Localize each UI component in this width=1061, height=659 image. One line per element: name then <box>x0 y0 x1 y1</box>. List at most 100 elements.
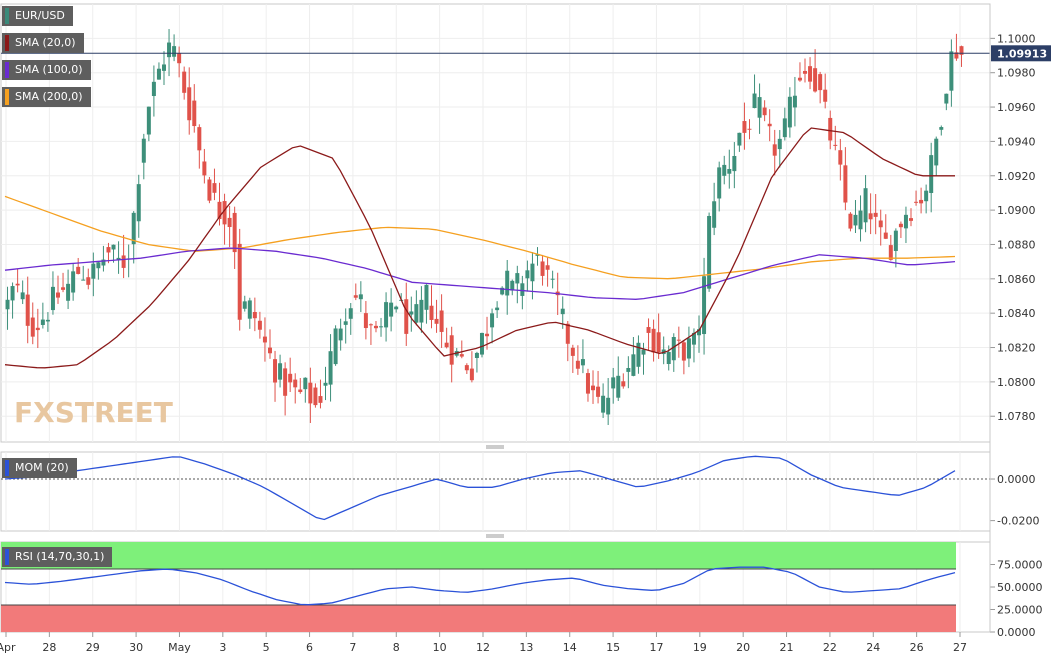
candle-up <box>727 168 732 174</box>
candle-up <box>131 212 136 245</box>
candle-up <box>858 210 863 230</box>
candle-down <box>909 218 914 221</box>
legend-sma100-label: SMA (100,0) <box>15 63 83 76</box>
candle-up <box>333 328 338 365</box>
legend-sma20[interactable]: SMA (20,0) <box>2 33 84 53</box>
x-tick-label: 10 <box>433 641 447 654</box>
candle-up <box>792 95 797 108</box>
candle-up <box>278 363 283 380</box>
candle-down <box>485 333 490 337</box>
candle-down <box>313 387 318 406</box>
candle-up <box>752 93 757 109</box>
candle-up <box>5 299 10 310</box>
candle-up <box>343 321 348 325</box>
candle-up <box>247 300 252 319</box>
candle-up <box>924 190 929 202</box>
candle-down <box>808 66 813 82</box>
candle-down <box>257 320 262 330</box>
candle-down <box>747 128 752 130</box>
candle-up <box>151 81 156 97</box>
rsi-tick-label: 50.0000 <box>997 581 1043 594</box>
candle-up <box>530 263 535 282</box>
candle-down <box>767 123 772 127</box>
candle-up <box>328 351 333 385</box>
candle-up <box>81 279 86 281</box>
candle-up <box>737 132 742 146</box>
candle-up <box>580 359 585 366</box>
candle-down <box>25 294 30 326</box>
x-tick-label: 3 <box>219 641 226 654</box>
sma20-line <box>4 127 955 369</box>
candle-up <box>939 127 944 130</box>
momentum-tick-label: 0.0000 <box>997 473 1036 486</box>
candle-down <box>192 100 197 127</box>
candle-down <box>919 199 924 204</box>
candle-up <box>40 319 45 325</box>
candle-up <box>717 167 722 199</box>
candle-down <box>222 201 227 225</box>
candle-down <box>823 89 828 102</box>
candle-up <box>777 138 782 150</box>
legend-sma20-swatch <box>5 35 9 51</box>
candles-group <box>5 29 964 426</box>
candle-down <box>575 360 580 369</box>
candle-down <box>86 277 91 285</box>
candle-down <box>55 292 60 298</box>
candle-up <box>782 118 787 138</box>
x-tick-label: 14 <box>563 641 577 654</box>
candle-up <box>419 299 424 323</box>
candle-down <box>681 342 686 361</box>
candle-up <box>141 138 146 163</box>
candle-up <box>116 257 121 260</box>
candle-up <box>722 164 727 176</box>
candle-down <box>106 247 111 253</box>
candle-up <box>389 302 394 317</box>
candle-down <box>368 324 373 326</box>
candle-down <box>868 213 873 220</box>
legend-eurusd-label: EUR/USD <box>15 9 65 22</box>
candle-up <box>111 244 116 250</box>
candle-down <box>621 381 626 387</box>
candle-down <box>283 368 288 396</box>
legend-momentum[interactable]: MOM (20) <box>2 458 77 478</box>
candle-down <box>262 336 267 343</box>
candle-down <box>742 121 747 133</box>
legend-sma200[interactable]: SMA (200,0) <box>2 87 91 107</box>
candle-down <box>197 127 202 151</box>
legend-sma100[interactable]: SMA (100,0) <box>2 60 91 80</box>
price-tick-label: 1.0980 <box>997 67 1036 80</box>
candle-up <box>697 329 702 336</box>
x-tick-label: 13 <box>519 641 533 654</box>
candle-up <box>91 263 96 279</box>
x-tick-label: 19 <box>693 641 707 654</box>
candle-up <box>384 302 389 328</box>
legend-eurusd-swatch <box>5 8 9 24</box>
candle-up <box>505 270 510 296</box>
candle-up <box>903 214 908 229</box>
candle-up <box>474 352 479 358</box>
candle-down <box>914 201 919 203</box>
candle-up <box>136 184 141 222</box>
candle-up <box>601 395 606 413</box>
legend-sma20-label: SMA (20,0) <box>15 36 76 49</box>
candle-up <box>424 284 429 310</box>
candle-down <box>838 150 843 165</box>
candle-down <box>121 255 126 268</box>
candle-up <box>707 215 712 289</box>
candle-down <box>232 212 237 253</box>
candle-up <box>45 319 50 322</box>
legend-rsi[interactable]: RSI (14,70,30,1) <box>2 547 113 567</box>
candle-up <box>666 352 671 365</box>
momentum-panel-frame <box>0 451 991 532</box>
legend-eurusd[interactable]: EUR/USD <box>2 6 73 26</box>
x-tick-label: 29 <box>86 641 100 654</box>
candle-down <box>828 117 833 141</box>
candle-up <box>631 354 636 376</box>
candle-down <box>363 313 368 329</box>
candle-up <box>167 42 172 58</box>
candle-up <box>242 301 247 309</box>
candle-up <box>560 308 565 315</box>
candle-down <box>591 385 596 391</box>
candle-down <box>217 201 222 220</box>
